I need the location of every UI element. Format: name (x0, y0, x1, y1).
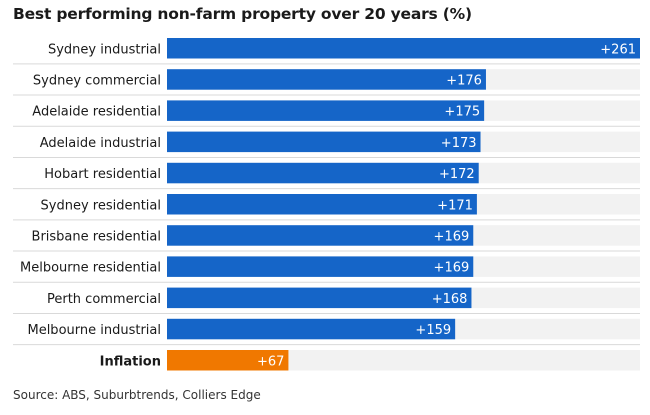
bar-sydney-industrial (167, 38, 640, 59)
value-label-perth-commercial: +168 (432, 292, 468, 307)
bar-inflation (167, 350, 289, 371)
category-label-perth-commercial: Perth commercial (47, 292, 161, 307)
value-label-adelaide-residential: +175 (444, 105, 480, 120)
category-label-sydney-industrial: Sydney industrial (48, 42, 161, 57)
chart-title: Best performing non-farm property over 2… (13, 5, 472, 23)
value-label-melbourne-residential: +169 (434, 261, 470, 276)
source-note: Source: ABS, Suburbtrends, Colliers Edge (13, 388, 261, 402)
bar-brisbane-residential (167, 225, 474, 246)
value-label-sydney-residential: +171 (437, 198, 473, 213)
category-label-sydney-commercial: Sydney commercial (33, 73, 161, 88)
bar-adelaide-residential (167, 100, 485, 121)
value-label-brisbane-residential: +169 (434, 229, 470, 244)
value-label-sydney-commercial: +176 (446, 73, 482, 88)
value-label-inflation: +67 (257, 354, 284, 369)
bar-chart: Sydney industrial +261 Sydney commercial +1… (13, 38, 640, 371)
category-label-hobart-residential: Hobart residential (44, 167, 161, 182)
value-label-adelaide-industrial: +173 (441, 136, 477, 151)
category-label-adelaide-residential: Adelaide residential (32, 105, 161, 120)
bar-adelaide-industrial (167, 131, 481, 153)
bar-sydney-residential (167, 194, 477, 215)
category-label-adelaide-industrial: Adelaide industrial (40, 136, 161, 151)
bar-hobart-residential (167, 162, 479, 184)
category-label-melbourne-industrial: Melbourne industrial (27, 323, 161, 338)
value-label-hobart-residential: +172 (439, 167, 475, 182)
bar-sydney-commercial (167, 69, 486, 90)
bar-melbourne-residential (167, 256, 474, 277)
category-label-melbourne-residential: Melbourne residential (20, 261, 161, 276)
bar-perth-commercial (167, 287, 472, 309)
category-label-brisbane-residential: Brisbane residential (32, 229, 161, 244)
value-label-melbourne-industrial: +159 (415, 323, 451, 338)
bar-melbourne-industrial (167, 318, 456, 340)
value-label-sydney-industrial: +261 (600, 42, 636, 57)
category-label-inflation: Inflation (100, 354, 161, 369)
category-label-sydney-residential: Sydney residential (41, 198, 161, 213)
